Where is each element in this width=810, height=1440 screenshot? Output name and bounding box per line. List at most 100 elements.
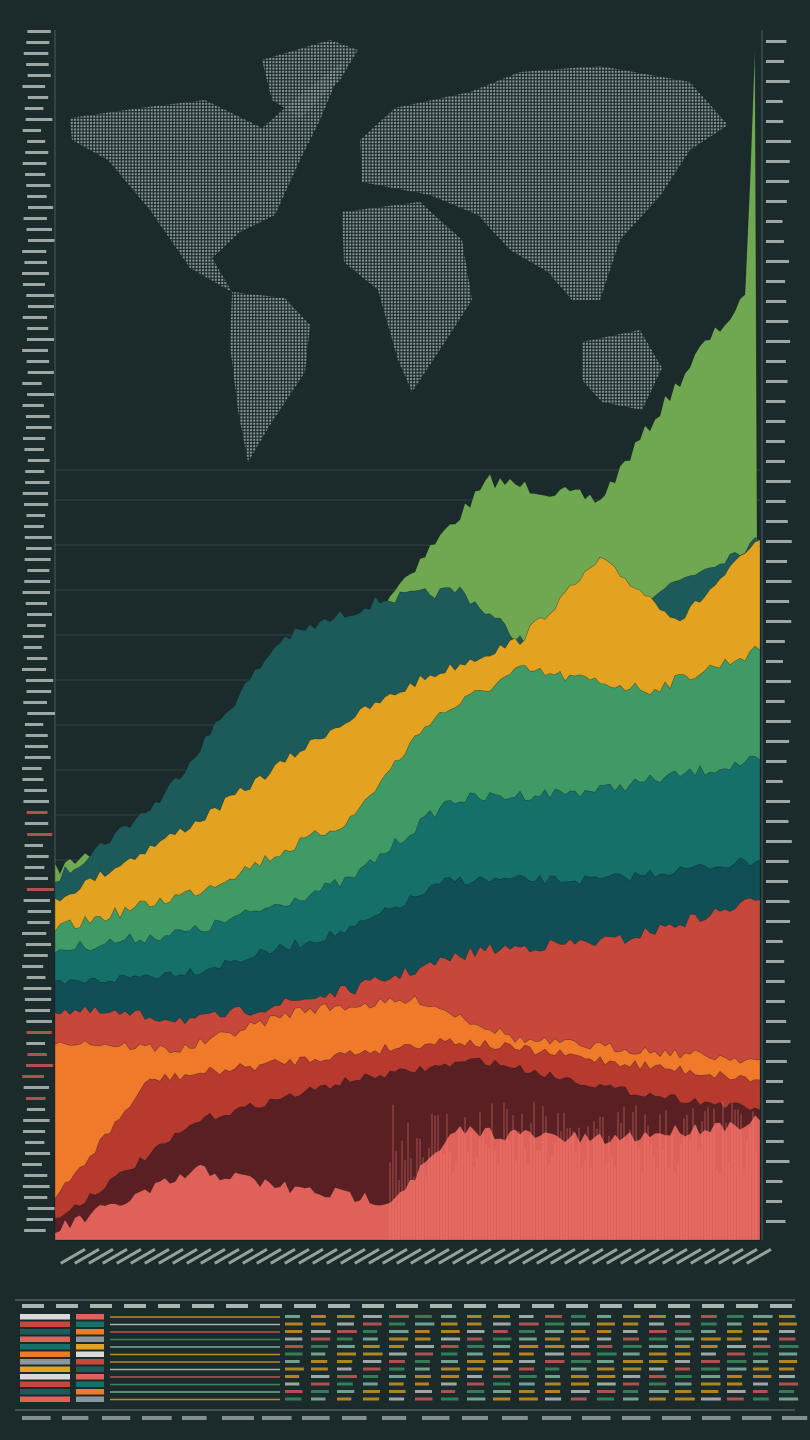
cell <box>727 1322 742 1326</box>
x-label <box>339 1248 366 1265</box>
x-label <box>284 1248 310 1265</box>
cell <box>337 1360 353 1363</box>
cell <box>753 1360 768 1363</box>
cell <box>675 1367 690 1371</box>
swatch <box>76 1344 104 1350</box>
left-label <box>23 217 47 220</box>
x-label <box>144 1248 170 1265</box>
left-label <box>26 690 52 693</box>
cell <box>415 1367 430 1371</box>
left-label <box>27 1207 55 1210</box>
right-label <box>766 620 792 623</box>
cell <box>571 1322 590 1326</box>
left-label <box>22 85 46 88</box>
cell <box>415 1330 430 1333</box>
cell <box>675 1352 691 1356</box>
cell <box>545 1375 560 1378</box>
x-label <box>116 1248 142 1265</box>
cell <box>415 1360 431 1363</box>
cell <box>597 1315 612 1318</box>
cell <box>701 1345 718 1348</box>
cell <box>363 1330 378 1333</box>
right-label <box>766 240 784 243</box>
cell <box>363 1352 383 1356</box>
right-label <box>766 580 792 583</box>
x-label <box>228 1248 254 1265</box>
left-label <box>26 360 50 363</box>
header-cell <box>362 1304 384 1308</box>
x-label <box>368 1248 394 1265</box>
cell <box>623 1367 642 1371</box>
cell <box>571 1352 591 1356</box>
swatch <box>20 1336 70 1342</box>
cell <box>753 1345 771 1348</box>
left-label <box>25 173 46 176</box>
right-label <box>766 1180 783 1183</box>
right-label <box>766 1140 784 1143</box>
left-label <box>23 800 50 803</box>
cell <box>389 1345 404 1348</box>
cell <box>597 1397 615 1401</box>
cell <box>285 1330 303 1333</box>
cell <box>779 1382 799 1386</box>
cell <box>571 1382 589 1386</box>
left-label <box>27 613 52 616</box>
x-label <box>564 1248 590 1265</box>
cell <box>493 1375 511 1378</box>
cell <box>493 1322 511 1326</box>
right-label <box>766 880 789 883</box>
cell <box>649 1397 666 1401</box>
cell <box>493 1352 510 1356</box>
cell <box>337 1330 357 1333</box>
header-cell <box>668 1304 690 1308</box>
right-label <box>766 660 783 663</box>
left-label <box>23 1086 50 1089</box>
footer-text <box>182 1416 207 1420</box>
cell <box>727 1375 742 1378</box>
continent <box>360 66 728 300</box>
cell <box>467 1345 485 1348</box>
swatch <box>20 1351 70 1357</box>
right-label <box>766 440 785 443</box>
x-label <box>129 1248 156 1265</box>
left-label <box>22 250 47 253</box>
right-label <box>766 1060 787 1063</box>
left-label <box>26 228 53 231</box>
cell <box>753 1330 770 1333</box>
cell <box>545 1367 560 1371</box>
cell <box>779 1315 796 1318</box>
cell <box>623 1322 639 1326</box>
left-label <box>27 910 52 913</box>
right-label <box>766 700 785 703</box>
left-label <box>24 745 48 748</box>
header-cell <box>634 1304 656 1308</box>
footer-text <box>22 1416 51 1420</box>
cell <box>285 1352 303 1356</box>
right-label <box>766 520 788 523</box>
swatch <box>76 1389 104 1395</box>
left-label <box>27 624 46 627</box>
left-label <box>25 602 48 605</box>
footer-text <box>542 1416 572 1420</box>
cell <box>311 1375 330 1378</box>
cell <box>779 1337 796 1341</box>
x-label <box>87 1248 114 1265</box>
swatch <box>20 1344 70 1350</box>
cell <box>649 1337 667 1341</box>
cell <box>701 1397 721 1401</box>
cell <box>545 1360 565 1363</box>
right-label <box>766 220 783 223</box>
cell <box>415 1352 434 1356</box>
cell <box>649 1360 668 1363</box>
right-label <box>766 1120 784 1123</box>
cell <box>285 1360 300 1363</box>
cell <box>779 1360 798 1363</box>
right-label <box>766 180 790 183</box>
cell <box>467 1360 486 1363</box>
left-label <box>26 338 55 341</box>
swatch <box>20 1389 70 1395</box>
right-label <box>766 60 785 63</box>
left-label <box>22 1130 46 1133</box>
header-cell <box>260 1304 282 1308</box>
